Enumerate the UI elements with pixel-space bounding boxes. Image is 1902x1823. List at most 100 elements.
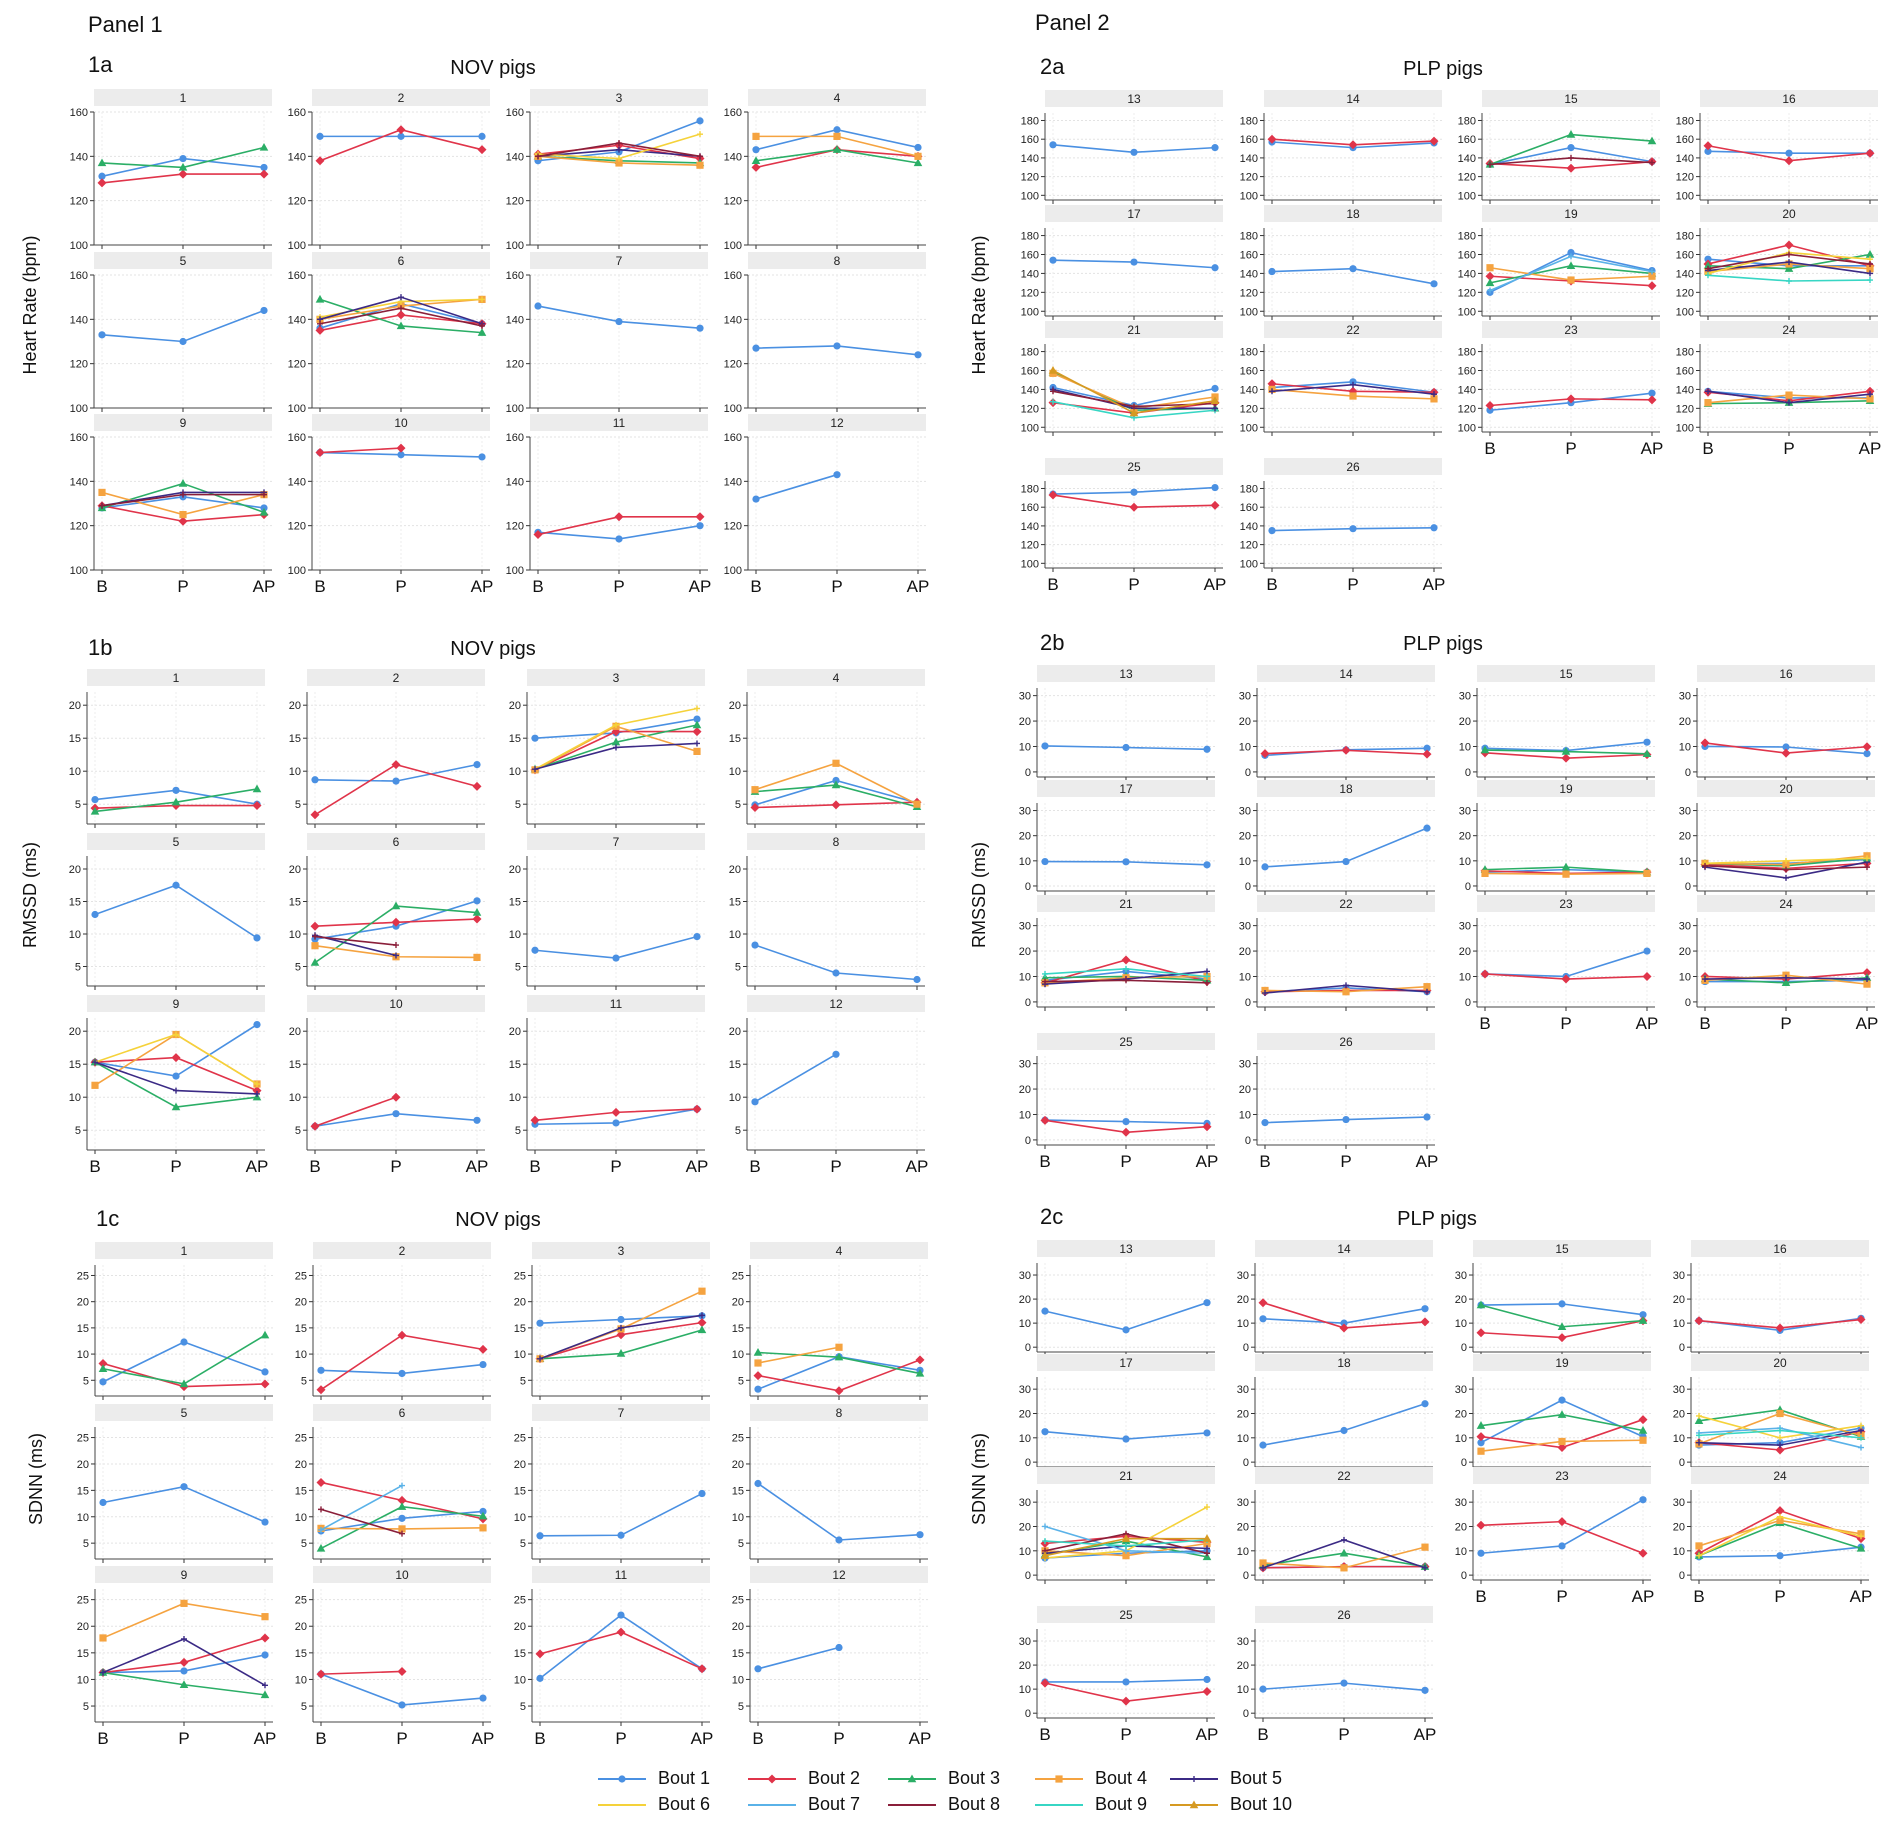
facet-strip (530, 252, 708, 269)
series-bout-6 (1696, 1513, 1864, 1559)
data-point (698, 1287, 706, 1295)
y-tick-label: 30 (1455, 1497, 1467, 1509)
facet-title: 3 (616, 91, 623, 105)
data-point (1204, 968, 1210, 975)
series-bout-3 (535, 1325, 707, 1362)
y-tick-label: 5 (515, 799, 521, 811)
y-tick-label: 30 (1679, 806, 1691, 818)
legend-item-bout-7: Bout 7 (748, 1794, 860, 1814)
facet-1b-10: 10 5 10 15 20 B P AP (289, 995, 488, 1176)
y-tick-label: 15 (69, 897, 81, 909)
y-tick-label: 30 (1673, 1497, 1685, 1509)
data-point (261, 1368, 269, 1376)
legend-item-bout-5: Bout 5 (1170, 1768, 1282, 1788)
series-bout-5 (532, 740, 700, 773)
data-point (1421, 1686, 1429, 1694)
x-tick-label: B (1693, 1587, 1704, 1606)
facet-2a-19: 19 100 120 140 160 180 (1458, 205, 1660, 320)
data-point (398, 1369, 406, 1378)
y-tick-label: 25 (295, 1433, 307, 1445)
facet-title: 9 (181, 1568, 188, 1582)
facet-strip (532, 1404, 710, 1421)
data-point (1649, 159, 1655, 166)
y-tick-label: 100 (1676, 422, 1694, 434)
data-point (1049, 256, 1057, 264)
y-tick-label: 120 (1676, 172, 1694, 184)
y-tick-label: 15 (729, 733, 741, 745)
data-point (478, 1344, 488, 1354)
facet-strip (1691, 1467, 1869, 1484)
facet-2b-15: 15 0 10 20 30 (1459, 665, 1655, 781)
facet-strip (87, 833, 265, 850)
y-tick-label: 160 (70, 107, 88, 119)
y-tick-label: 20 (1679, 946, 1691, 958)
x-tick-label: P (1780, 1014, 1791, 1033)
x-tick-label: AP (906, 1157, 929, 1176)
x-tick-label: P (170, 1157, 181, 1176)
y-tick-label: 20 (729, 700, 741, 712)
data-point (832, 776, 840, 785)
data-point (98, 1359, 108, 1369)
y-tick-label: 120 (288, 359, 306, 371)
y-tick-label: 120 (724, 521, 742, 533)
y-tick-label: 180 (1021, 115, 1039, 127)
y-tick-label: 10 (1239, 1109, 1251, 1121)
chart-title: PLP pigs (1403, 633, 1483, 655)
data-point (1648, 389, 1656, 397)
data-point (1422, 1564, 1428, 1571)
data-point (259, 169, 269, 179)
y-tick-label: 10 (1237, 1318, 1249, 1330)
data-point (1783, 857, 1789, 864)
y-tick-label: 10 (1679, 856, 1691, 868)
series-bout-8 (317, 305, 485, 329)
facet-strip (1477, 780, 1655, 797)
facet-title: 15 (1559, 667, 1573, 681)
y-tick-label: 5 (735, 1125, 741, 1137)
data-point (399, 1530, 405, 1537)
data-point (1867, 260, 1873, 267)
chart-label: 1c (96, 1206, 119, 1231)
data-point (1695, 1542, 1703, 1550)
y-tick-label: 140 (506, 314, 524, 326)
data-point (1421, 1305, 1429, 1313)
data-point (311, 776, 319, 784)
y-tick-label: 180 (1676, 115, 1694, 127)
series-bout-3 (310, 901, 482, 966)
facet-title: 11 (613, 416, 626, 430)
data-point (261, 1651, 269, 1659)
facet-strip (95, 1404, 273, 1421)
facet-1c-3: 3 5 10 15 20 25 (514, 1242, 710, 1400)
facet-strip (313, 1404, 491, 1421)
y-tick-label: 180 (1021, 347, 1039, 359)
legend-label: Bout 1 (658, 1768, 710, 1788)
series-line (757, 1346, 840, 1364)
facet-title: 9 (180, 416, 187, 430)
facet-1c-9: 9 5 10 15 20 25 B P AP (77, 1566, 276, 1748)
x-tick-label: P (613, 577, 624, 596)
y-tick-label: 10 (1673, 1433, 1685, 1445)
data-point (1561, 747, 1571, 755)
data-point (1042, 1523, 1048, 1530)
data-point (1867, 391, 1873, 398)
y-tick-label: 15 (509, 1059, 521, 1071)
y-tick-label: 25 (295, 1270, 307, 1282)
data-point (1864, 864, 1870, 871)
y-tick-label: 10 (1019, 1318, 1031, 1330)
chart-label: 2c (1040, 1204, 1063, 1229)
y-tick-label: 25 (732, 1270, 744, 1282)
series-bout-8 (1042, 977, 1210, 986)
facet-strip (1037, 1033, 1215, 1050)
y-tick-label: 10 (1019, 1684, 1031, 1696)
x-tick-label: AP (907, 577, 930, 596)
x-tick-label: AP (253, 577, 276, 596)
y-tick-label: 20 (295, 1297, 307, 1309)
data-point (1487, 287, 1493, 294)
data-point (98, 1364, 108, 1372)
y-tick-label: 30 (1455, 1270, 1467, 1282)
y-tick-label: 160 (1240, 134, 1258, 146)
facet-title: 6 (399, 1406, 406, 1420)
y-tick-label: 0 (1025, 1708, 1031, 1720)
series-bout-1 (1268, 265, 1438, 288)
legend-swatch-marker (1191, 1776, 1197, 1782)
